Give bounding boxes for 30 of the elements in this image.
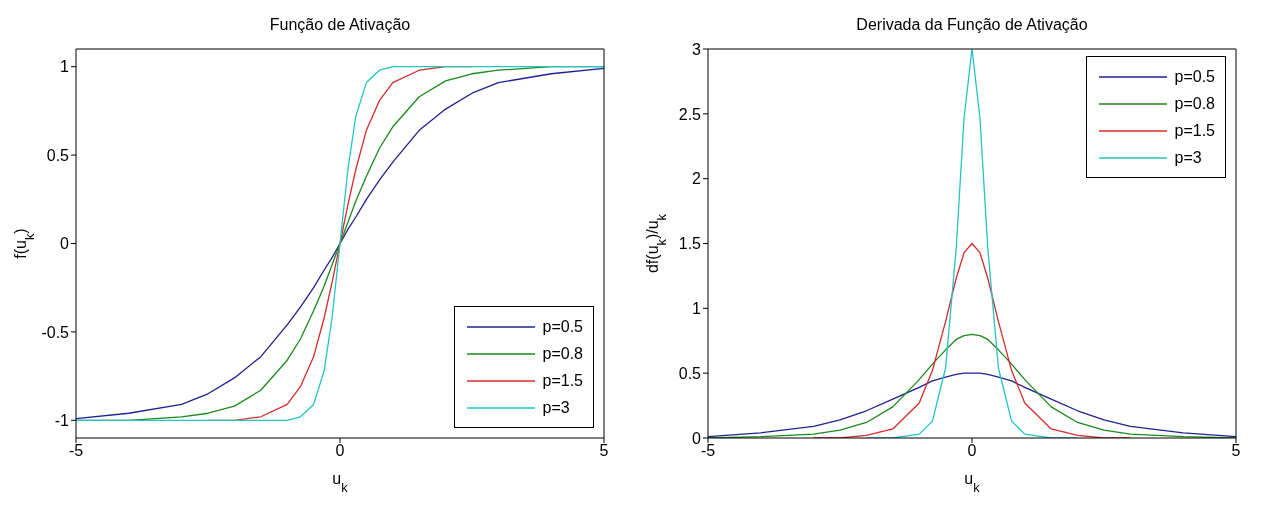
x-axis-title: u$_{k}$ — [332, 470, 349, 495]
legend-label: p=0.5 — [542, 317, 583, 336]
legend-label: p=1.5 — [542, 371, 583, 390]
legend-label: p=0.5 — [1174, 67, 1215, 86]
chart-title: Derivada da Função de Ativação — [855, 16, 1089, 34]
y-tick-label: 0.5 — [46, 146, 70, 164]
x-tick-label: 5 — [599, 442, 609, 460]
y-tick-label: -0.5 — [41, 323, 70, 341]
x-axis-title: u$_{k}$ — [964, 470, 981, 495]
x-tick-label: 5 — [1231, 442, 1241, 460]
legend-label: p=3 — [1174, 148, 1202, 167]
y-tick-label: -1 — [54, 412, 70, 429]
y-tick-label: 0.5 — [678, 364, 702, 382]
y-tick-label: 0 — [692, 429, 702, 447]
y-tick-label: 1.5 — [678, 235, 702, 253]
x-tick-label: 0 — [335, 442, 345, 460]
y-tick-label: 2 — [692, 170, 702, 188]
y-tick-label: 3 — [692, 40, 702, 58]
legend-label: p=0.8 — [1174, 94, 1215, 113]
x-tick-label: -5 — [700, 442, 716, 460]
x-tick-label: -5 — [68, 442, 84, 460]
legend-label: p=1.5 — [1174, 121, 1215, 140]
y-tick-label: 2.5 — [678, 105, 702, 123]
chart-title: Função de Ativação — [268, 16, 412, 34]
y-tick-label: 1 — [60, 58, 70, 76]
x-tick-label: 0 — [967, 442, 977, 460]
y-tick-label: 1 — [692, 300, 702, 318]
legend-label: p=3 — [542, 398, 570, 417]
y-tick-label: 0 — [60, 235, 70, 253]
legend-label: p=0.8 — [542, 344, 583, 363]
